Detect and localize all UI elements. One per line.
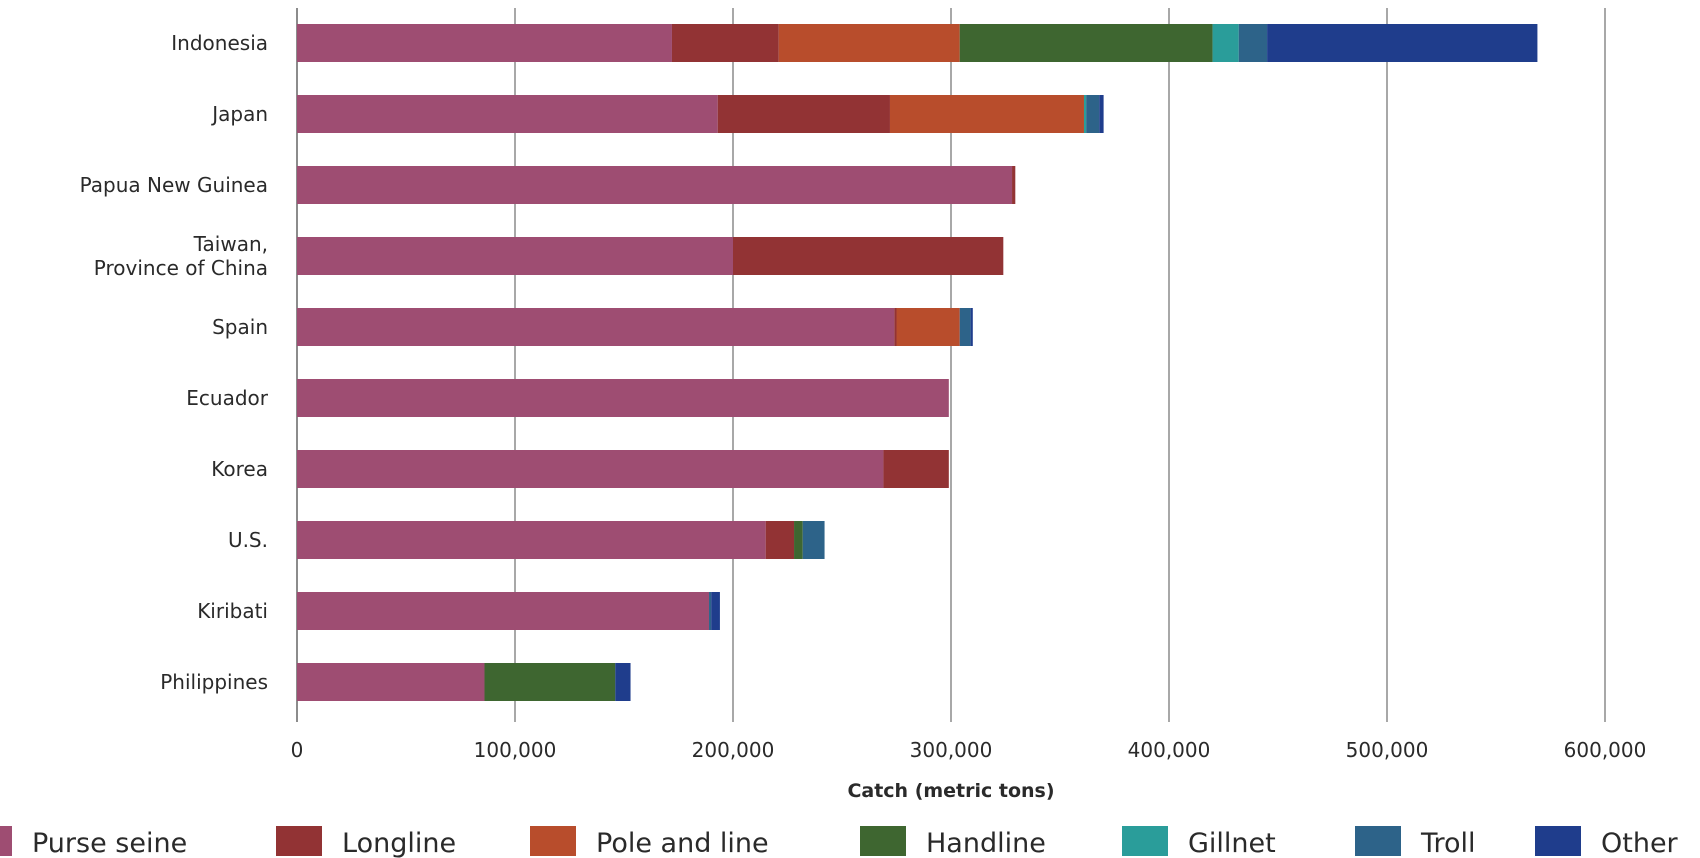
legend-label: Handline bbox=[926, 828, 1046, 858]
legend-label: Longline bbox=[342, 828, 456, 858]
bar-segment bbox=[1212, 24, 1239, 62]
x-tick-label: 0 bbox=[291, 738, 304, 762]
legend-swatch bbox=[530, 826, 576, 856]
bar-segment bbox=[1238, 24, 1268, 62]
bar-segment bbox=[970, 308, 973, 346]
bar-segment bbox=[297, 379, 949, 417]
bar-segment bbox=[1083, 95, 1087, 133]
category-label: Korea bbox=[211, 457, 268, 481]
legend-swatch bbox=[276, 826, 322, 856]
bar-segment bbox=[297, 308, 895, 346]
x-tick-label: 100,000 bbox=[474, 738, 557, 762]
bar-segment bbox=[709, 592, 712, 630]
bar-segment bbox=[778, 24, 960, 62]
bar-segment bbox=[794, 521, 803, 559]
bar-segment bbox=[717, 95, 890, 133]
legend-label: Other bbox=[1601, 828, 1679, 858]
legend-label: Troll bbox=[1420, 828, 1476, 858]
bar-segment bbox=[1012, 166, 1016, 204]
bar-segment bbox=[297, 450, 884, 488]
legend-swatch bbox=[1122, 826, 1168, 856]
x-tick-label: 200,000 bbox=[692, 738, 775, 762]
category-label: U.S. bbox=[228, 528, 268, 552]
bar-segment bbox=[711, 592, 720, 630]
x-tick-label: 300,000 bbox=[910, 738, 993, 762]
bar-segment bbox=[889, 95, 1084, 133]
bar-segment bbox=[1099, 95, 1104, 133]
x-axis: 0 100,000 200,000 300,000 400,000 500,000 600,… bbox=[291, 738, 1647, 802]
bar-segment bbox=[1267, 24, 1538, 62]
bars: Indonesia Japan Papua New Guinea Taiwan,Pro… bbox=[80, 24, 1538, 701]
bar-segment bbox=[894, 308, 897, 346]
bar-segment bbox=[765, 521, 795, 559]
bar-segment bbox=[671, 24, 779, 62]
legend-label: Gillnet bbox=[1188, 828, 1276, 858]
category-label: Kiribati bbox=[197, 599, 268, 623]
category-label: Indonesia bbox=[171, 31, 268, 55]
bar-segment bbox=[297, 592, 710, 630]
category-label: Spain bbox=[212, 315, 268, 339]
category-label: Taiwan, bbox=[193, 232, 268, 256]
legend-swatch bbox=[860, 826, 906, 856]
bar-segment bbox=[802, 521, 825, 559]
legend-swatch bbox=[1535, 826, 1581, 856]
legend-swatch bbox=[0, 826, 12, 856]
bar-segment bbox=[615, 663, 631, 701]
bar-segment bbox=[297, 95, 718, 133]
category-label: Ecuador bbox=[186, 386, 268, 410]
category-label: Japan bbox=[210, 102, 268, 126]
category-label: Philippines bbox=[160, 670, 268, 694]
bar-segment bbox=[484, 663, 616, 701]
category-label: Province of China bbox=[94, 256, 268, 280]
x-axis-title: Catch (metric tons) bbox=[847, 780, 1054, 802]
bar-segment bbox=[1086, 95, 1100, 133]
x-tick-label: 600,000 bbox=[1564, 738, 1647, 762]
legend: Purse seine Longline Pole and line Handline… bbox=[0, 826, 1679, 858]
x-tick-label: 500,000 bbox=[1346, 738, 1429, 762]
bar-segment bbox=[883, 450, 949, 488]
bar-segment bbox=[297, 521, 766, 559]
legend-label: Pole and line bbox=[596, 828, 769, 858]
legend-label: Purse seine bbox=[32, 828, 187, 858]
bar-segment bbox=[297, 237, 733, 275]
bar-segment bbox=[297, 166, 1013, 204]
x-tick-label: 400,000 bbox=[1128, 738, 1211, 762]
category-label: Papua New Guinea bbox=[80, 173, 268, 197]
bar-segment bbox=[297, 24, 672, 62]
bar-segment bbox=[896, 308, 960, 346]
bar-segment bbox=[959, 24, 1213, 62]
bar-segment bbox=[297, 663, 485, 701]
bar-segment bbox=[959, 308, 971, 346]
legend-swatch bbox=[1355, 826, 1401, 856]
bar-segment bbox=[733, 237, 1004, 275]
